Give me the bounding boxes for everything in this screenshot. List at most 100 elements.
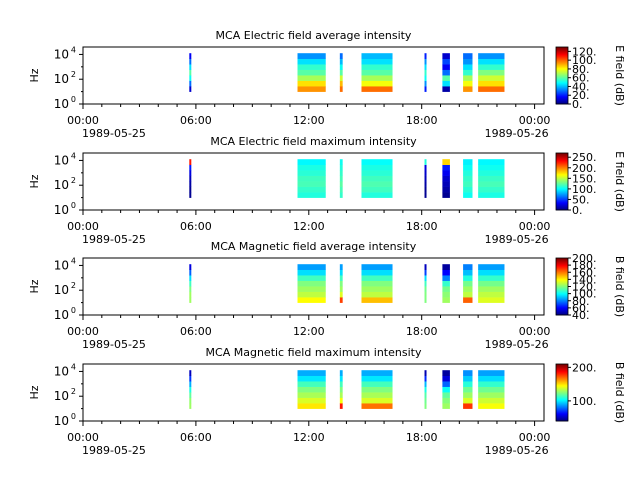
colorbar-cell xyxy=(556,389,568,391)
x-tick-label: 12:00 xyxy=(293,325,325,338)
colorbar-cell xyxy=(556,413,568,415)
colorbar-cell xyxy=(556,195,568,198)
spectrogram-cell xyxy=(297,159,326,165)
spectrogram-cell xyxy=(424,375,427,382)
spectrogram-cell xyxy=(463,397,473,404)
colorbar-cell xyxy=(556,369,568,372)
spectrogram-cell xyxy=(339,86,343,92)
colorbar-cell xyxy=(556,410,568,412)
spectrogram-cell xyxy=(361,381,393,387)
spectrogram-cell xyxy=(189,370,192,376)
data-segment xyxy=(478,53,505,92)
spectrogram-cell xyxy=(189,175,192,182)
colorbar-cell xyxy=(556,373,568,375)
colorbar-tick-label: 180. xyxy=(572,259,597,272)
spectrogram-cell xyxy=(339,53,343,59)
y-tick-exponent: 0 xyxy=(71,412,76,421)
data-segment xyxy=(189,264,192,303)
spectrogram-cell xyxy=(339,386,343,393)
spectrogram-cell xyxy=(339,181,343,187)
data-segment xyxy=(339,159,343,198)
colorbar-cell xyxy=(556,379,568,381)
colorbar-cell xyxy=(556,164,568,166)
colorbar-tick-label: 150. xyxy=(572,172,597,185)
colorbar-cell xyxy=(556,290,568,292)
spectrogram-cell xyxy=(297,275,326,281)
colorbar-cell xyxy=(556,414,568,416)
colorbar-cell xyxy=(556,162,568,164)
colorbar-cell xyxy=(556,281,568,284)
data-segment xyxy=(478,159,505,198)
spectrogram-cell xyxy=(478,286,505,292)
spectrogram-cell xyxy=(361,375,393,382)
colorbar-cell xyxy=(556,364,568,366)
spectrogram-cell xyxy=(361,291,393,298)
y-tick-label: 10 xyxy=(54,97,69,111)
spectrogram-cell xyxy=(463,86,473,92)
spectrogram-cell xyxy=(478,280,505,287)
x-tick-label: 00:00 xyxy=(519,220,551,233)
spectrogram-cell xyxy=(339,403,343,409)
colorbar-cell xyxy=(556,88,568,91)
spectrogram-cell xyxy=(442,175,450,182)
spectrogram-cell xyxy=(297,297,326,303)
spectrogram-cell xyxy=(297,170,326,176)
spectrogram-cell xyxy=(189,403,192,409)
spectrogram-cell xyxy=(339,80,343,87)
colorbar-cell xyxy=(556,208,568,210)
colorbar-cell xyxy=(556,190,568,192)
spectrogram-cell xyxy=(361,58,393,65)
colorbar-cell xyxy=(556,309,568,311)
colorbar-cell xyxy=(556,278,568,281)
spectrogram-cell xyxy=(339,64,343,70)
spectrogram-cell xyxy=(442,64,450,70)
y-tick-exponent: 2 xyxy=(71,70,76,79)
colorbar-cell xyxy=(556,277,568,279)
spectrogram-cell xyxy=(189,80,192,87)
spectrogram-cell xyxy=(463,64,473,70)
colorbar-cell xyxy=(556,50,568,53)
y-tick-exponent: 2 xyxy=(71,281,76,290)
spectrogram-cell xyxy=(297,280,326,287)
x-tick-label: 06:00 xyxy=(180,220,212,233)
spectrogram-cell xyxy=(339,75,343,81)
colorbar-cell xyxy=(556,293,568,295)
colorbar-cell xyxy=(556,100,568,102)
colorbar-cell xyxy=(556,191,568,194)
spectrogram-cell xyxy=(442,164,450,171)
colorbar-cell xyxy=(556,296,568,298)
colorbar-cell xyxy=(556,366,568,369)
colorbar-tick-label: 100. xyxy=(572,395,597,408)
spectrogram-cell xyxy=(361,64,393,70)
spectrogram-cell xyxy=(478,386,505,393)
spectrogram-cell xyxy=(463,370,473,376)
colorbar-cell xyxy=(556,264,568,266)
spectrogram-cell xyxy=(478,264,505,270)
spectrogram-cell xyxy=(189,386,192,393)
colorbar-tick-label: 140. xyxy=(572,273,597,286)
spectrogram-cell xyxy=(424,58,427,65)
colorbar: 100. 200. B field (dB) xyxy=(555,361,626,423)
y-tick-exponent: 2 xyxy=(71,387,76,396)
spectrogram-cell xyxy=(297,75,326,81)
colorbar-cell xyxy=(556,189,568,191)
colorbar-cell xyxy=(556,405,568,408)
colorbar-cell xyxy=(556,156,568,159)
spectrogram-cell xyxy=(463,75,473,81)
spectrogram-cell xyxy=(339,264,343,270)
data-segment xyxy=(442,264,450,303)
spectrogram-cell xyxy=(442,370,450,376)
colorbar-cell xyxy=(556,85,568,88)
x-tick-label: 00:00 xyxy=(519,114,551,127)
colorbar-cell xyxy=(556,277,568,280)
colorbar-cell xyxy=(556,395,568,397)
colorbar-cell xyxy=(556,160,568,162)
colorbar-cell xyxy=(556,74,568,76)
colorbar-cell xyxy=(556,308,568,310)
x-tick-label: 12:00 xyxy=(293,220,325,233)
colorbar-cell xyxy=(556,194,568,197)
spectrogram-cell xyxy=(189,69,192,76)
spectrogram-cell xyxy=(339,275,343,281)
colorbar-cell xyxy=(556,187,568,189)
spectrogram-cell xyxy=(463,275,473,281)
